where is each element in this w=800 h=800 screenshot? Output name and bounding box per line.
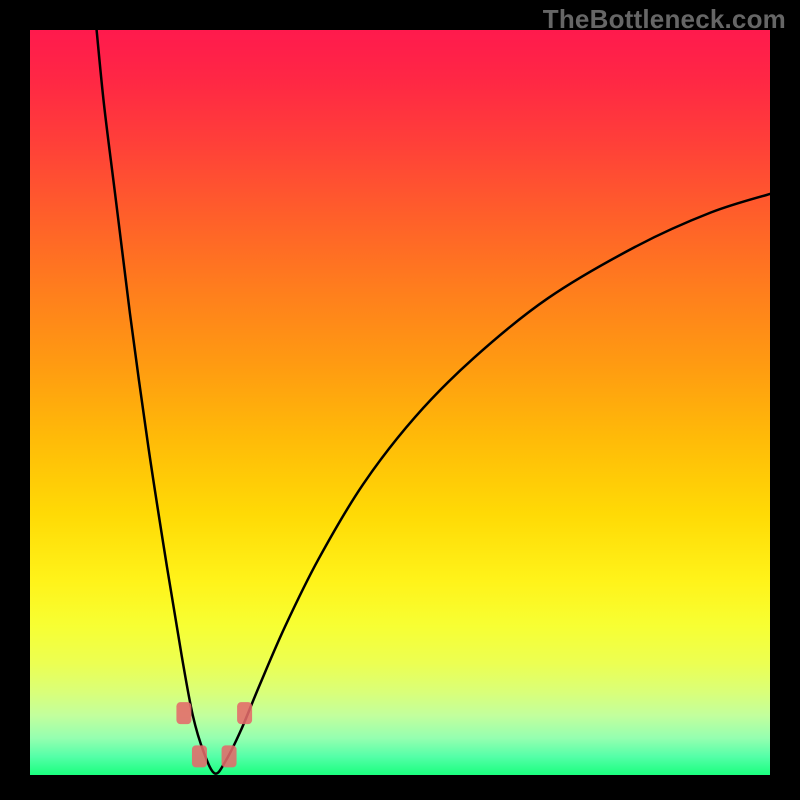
chart-container: TheBottleneck.com [0, 0, 800, 800]
curve-marker [192, 745, 207, 767]
curve-marker [237, 702, 252, 724]
curve-marker [222, 745, 237, 767]
bottleneck-chart [0, 0, 800, 800]
curve-marker [176, 702, 191, 724]
